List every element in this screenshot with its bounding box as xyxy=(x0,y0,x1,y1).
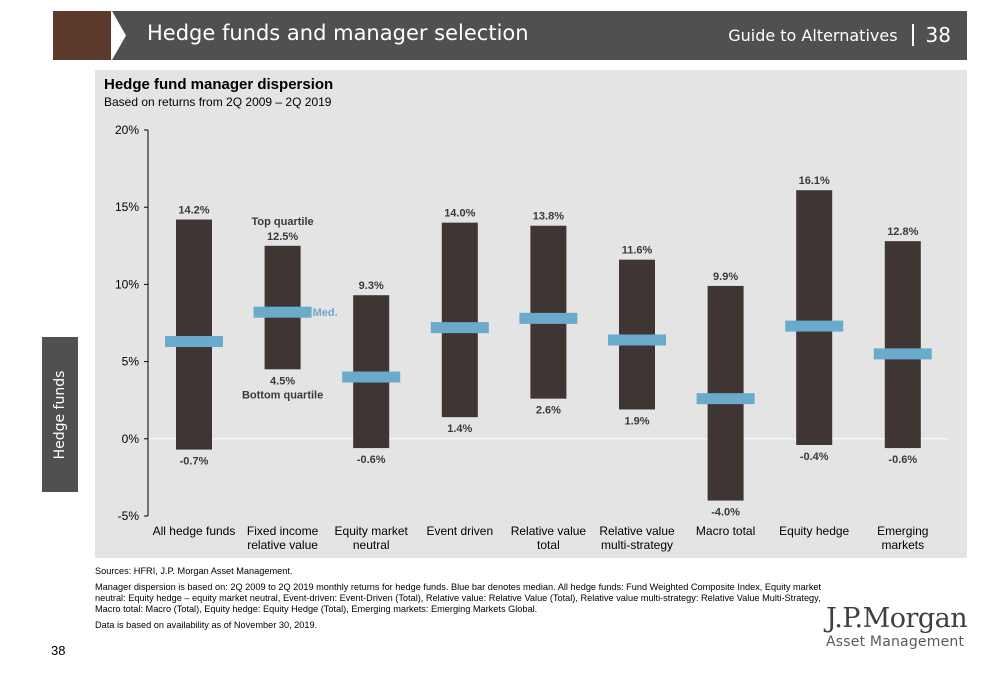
median-marker xyxy=(785,320,844,332)
y-tick-label: 20% xyxy=(115,123,139,137)
median-marker xyxy=(608,334,666,346)
top-value-label: 12.5% xyxy=(267,231,298,243)
category-label: relative value xyxy=(247,538,318,552)
side-tab-label: Hedge funds xyxy=(52,370,68,459)
bottom-value-label: -0.6% xyxy=(357,454,386,466)
logo-sub: Asset Management xyxy=(826,634,965,650)
bottom-value-label: 4.5% xyxy=(270,375,295,387)
bottom-value-label: -4.0% xyxy=(711,507,740,519)
guide-label: Guide to Alternatives xyxy=(728,25,898,45)
category-label: total xyxy=(537,538,560,552)
quartile-bar xyxy=(796,190,833,445)
logo-main: J.P.Morgan xyxy=(826,603,968,634)
header-guide: Guide to Alternatives 38 xyxy=(728,23,951,47)
category-label: Macro total xyxy=(696,524,755,538)
y-tick-label: 0% xyxy=(122,432,140,446)
median-marker xyxy=(430,322,489,334)
bottom-value-label: -0.4% xyxy=(800,451,829,463)
category-label: Relative value xyxy=(511,524,587,538)
bottom-value-label: -0.6% xyxy=(888,454,917,466)
category-label: markets xyxy=(881,538,924,552)
category-label: All hedge funds xyxy=(153,524,236,538)
median-marker xyxy=(696,393,755,405)
page-number: 38 xyxy=(51,643,66,658)
y-tick-label: 5% xyxy=(122,355,140,369)
median-marker xyxy=(519,312,578,324)
top-value-label: 9.3% xyxy=(359,280,384,292)
category-label: Fixed income xyxy=(247,524,319,538)
bottom-value-label: 1.9% xyxy=(624,415,649,427)
y-tick-label: 15% xyxy=(115,200,139,214)
quartile-bar xyxy=(441,222,478,418)
y-tick-label: 10% xyxy=(115,277,139,291)
footnote-note: Manager dispersion is based on: 2Q 2009 … xyxy=(95,582,822,614)
top-value-label: 11.6% xyxy=(622,245,653,257)
category-label: Equity hedge xyxy=(779,524,849,538)
bottom-value-label: 1.4% xyxy=(447,423,472,435)
top-value-label: 16.1% xyxy=(799,175,830,187)
footnote-sources: Sources: HFRI, J.P. Morgan Asset Managem… xyxy=(95,566,293,576)
category-label: Relative value xyxy=(599,524,675,538)
category-label: Emerging xyxy=(877,524,928,538)
page-title: Hedge funds and manager selection xyxy=(147,21,529,45)
y-tick-label: -5% xyxy=(118,509,140,523)
top-value-label: 14.2% xyxy=(178,205,209,217)
header-page-number: 38 xyxy=(925,23,951,47)
header-divider xyxy=(911,24,914,46)
median-marker xyxy=(253,306,312,318)
median-marker xyxy=(165,336,223,348)
footnotes: Sources: HFRI, J.P. Morgan Asset Managem… xyxy=(95,566,825,636)
quartile-bar xyxy=(884,241,921,449)
bottom-value-label: 2.6% xyxy=(536,405,561,417)
category-label: Equity market xyxy=(335,524,409,538)
chart-subtitle: Based on returns from 2Q 2009 – 2Q 2019 xyxy=(104,95,332,109)
top-value-label: 12.8% xyxy=(887,226,918,238)
median-annotation: Med. xyxy=(313,307,338,319)
category-label: multi-strategy xyxy=(601,538,673,552)
top-quartile-annotation: Top quartile xyxy=(252,216,314,228)
category-label: neutral xyxy=(353,538,390,552)
footnote-availability: Data is based on availability as of Nove… xyxy=(95,620,318,630)
bottom-quartile-annotation: Bottom quartile xyxy=(242,389,323,401)
header-accent xyxy=(53,11,111,60)
side-tab: Hedge funds xyxy=(42,337,78,492)
bottom-value-label: -0.7% xyxy=(180,456,209,468)
median-marker xyxy=(873,348,932,360)
quartile-bar xyxy=(176,219,212,450)
top-value-label: 9.9% xyxy=(713,271,738,283)
quartile-bar xyxy=(530,225,567,399)
header-bar xyxy=(112,11,967,60)
top-value-label: 13.8% xyxy=(533,211,564,223)
category-label: Event driven xyxy=(426,524,493,538)
top-value-label: 14.0% xyxy=(444,208,475,220)
chart-title: Hedge fund manager dispersion xyxy=(104,76,334,93)
jpmorgan-logo: J.P.Morgan Asset Management xyxy=(826,603,968,651)
median-marker xyxy=(342,371,401,383)
